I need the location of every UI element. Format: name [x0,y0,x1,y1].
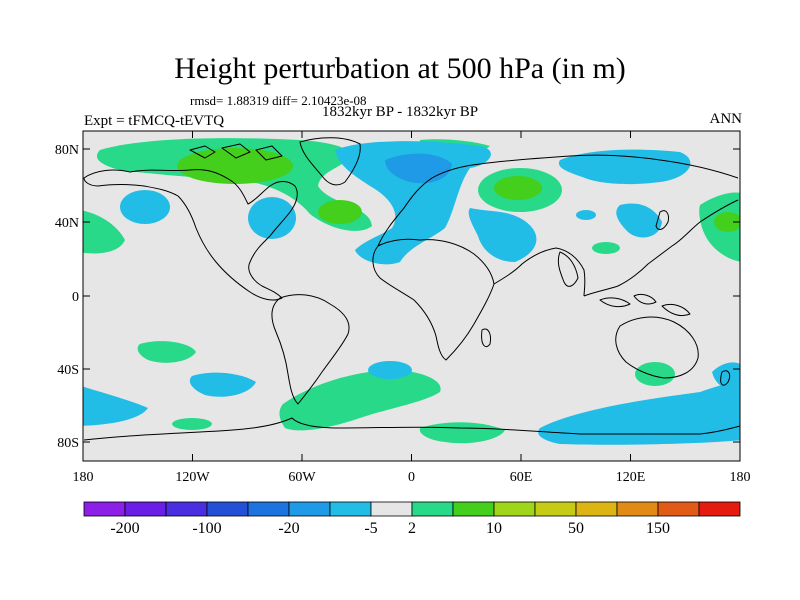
colorbar-swatch [616,501,659,517]
lat-tick-label: 40N [55,216,79,231]
contour-blue-north-pacific [120,190,170,224]
colorbar-swatch [165,501,208,517]
lon-tick-label: 180 [730,470,751,485]
colorbar-swatch [370,501,413,517]
longitude-axis: 180 120W 60W 0 60E 120E 180 [73,131,751,485]
map-title: Height perturbation at 500 hPa (in m) [174,52,626,85]
contour-green-southern-ocean-small [172,418,212,430]
coastline-maritime-continent [599,293,691,317]
latitude-axis: 80N 40N 0 40S 80S [55,143,740,451]
contour-blue-eastasia-small [576,210,596,220]
colorbar-label: 2 [408,520,416,537]
lon-tick-label: 60E [510,470,533,485]
contour-green-north-pacific-west [83,210,125,254]
colorbar-label: -100 [192,520,221,537]
coastline-new-zealand [720,370,731,386]
coastlines [83,137,740,441]
coastline-greenland [299,137,361,186]
season-label: ANN [709,111,743,127]
lon-tick-label: 120W [175,470,210,485]
coastline-europe-asia [377,154,739,297]
coastline-arctic-islands [189,143,283,161]
colorbar: -200 -100 -20 -5 2 10 50 150 [83,501,741,537]
colorbar-swatch [329,501,372,517]
lon-tick-label: 180 [73,470,94,485]
contour-blue-europe [335,141,491,265]
colorbar-swatch [206,501,249,517]
colorbar-swatch [698,501,741,517]
lat-tick-label: 40S [57,363,79,378]
coastline-madagascar [481,328,491,348]
contour-blue-centralasia [468,208,537,262]
coastline-japan [655,210,669,230]
colorbar-swatch [452,501,495,517]
colorbar-swatch [575,501,618,517]
colorbar-label: 150 [646,520,670,537]
colorbar-swatch [83,501,126,517]
contour-green-arctic [96,138,372,231]
colorbar-label: -200 [110,520,139,537]
coastline-antarctica [83,417,740,441]
coastline-india [557,251,579,287]
contour-green-india [592,242,620,254]
lat-tick-label: 80N [55,143,79,158]
colorbar-label: 50 [568,520,584,537]
colorbar-swatch [288,501,331,517]
contour-blue-southern-ocean-west [83,386,148,426]
contour-mid-green-north-pacific [714,212,740,232]
experiment-label: Expt = tFMCQ-tEVTQ [84,113,225,129]
colorbar-swatch [534,501,577,517]
contour-blue-south-atlantic [368,361,412,379]
colorbar-swatch [247,501,290,517]
colorbar-swatch [411,501,454,517]
contour-blue-southern-ocean-east [538,379,740,445]
stats-label: rmsd= 1.88319 diff= 2.10423e-08 [190,93,367,108]
colorbar-swatch [124,501,167,517]
contour-green-south-pacific [137,341,196,363]
colorbar-label: 10 [486,520,502,537]
colorbar-label: -5 [364,520,377,537]
lon-tick-label: 60W [288,470,316,485]
period-label: 1832kyr BP - 1832kyr BP [321,104,479,120]
coastline-south-america [271,294,350,405]
colorbar-swatch [657,501,700,517]
coastline-australia [615,316,699,379]
coastline-africa-eurasia [372,238,495,361]
lat-tick-label: 80S [57,436,79,451]
contour-blue-eastasia [616,203,662,238]
lon-tick-label: 0 [408,470,415,485]
contour-blue-asia [558,149,691,185]
contour-blue-north-america [248,197,296,239]
coastline-north-america [83,169,298,301]
colorbar-swatch [493,501,536,517]
contour-mid-green-arctic [177,148,293,184]
map-panel [82,130,741,462]
contour-mid-green-atlantic [318,200,362,224]
contour-blue-south-pacific [189,372,256,397]
colorbar-label: -20 [278,520,299,537]
contour-fields [83,138,740,445]
lat-tick-label: 0 [72,290,79,305]
contour-green-south-atlantic [279,370,441,431]
lon-tick-label: 120E [616,470,646,485]
contour-green-australia-south [635,362,675,386]
contour-mid-green-eurasia [494,176,542,200]
